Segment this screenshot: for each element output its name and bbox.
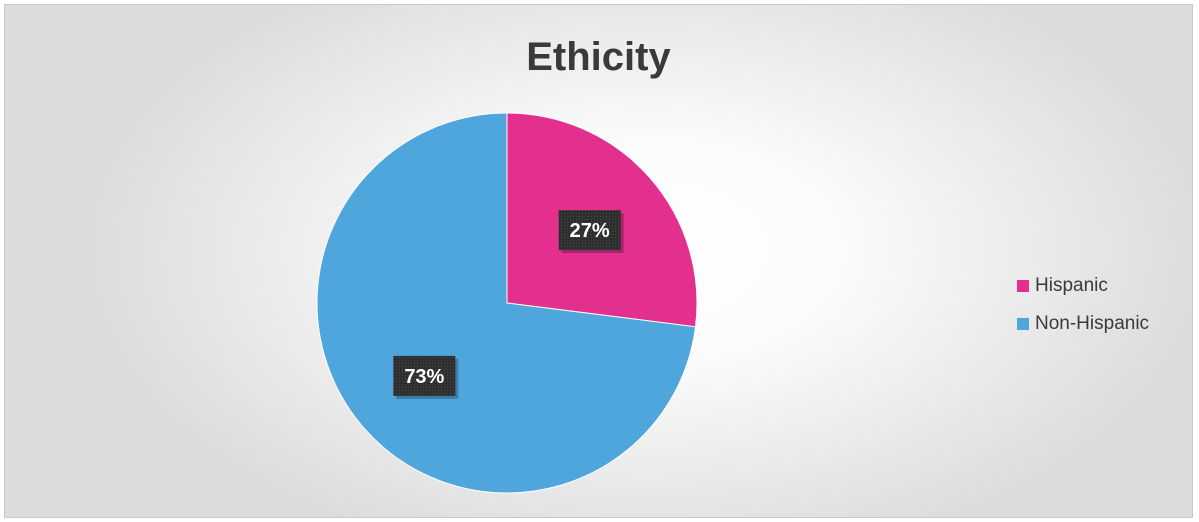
legend-label-hispanic: Hispanic (1035, 275, 1108, 296)
legend-item-non-hispanic: Non-Hispanic (1017, 305, 1187, 343)
legend-item-hispanic: Hispanic (1017, 267, 1187, 305)
legend-label-non-hispanic: Non-Hispanic (1035, 313, 1150, 334)
data-label-non-hispanic: 73% (393, 355, 459, 399)
data-label-text-hispanic: 27% (570, 220, 610, 242)
legend-swatch-hispanic (1017, 280, 1029, 292)
chart-title: Ethicity (526, 35, 671, 79)
pie-slice-non-hispanic (316, 112, 697, 494)
data-label-hispanic: 27% (558, 210, 624, 254)
data-label-text-non-hispanic: 73% (404, 366, 444, 388)
legend: Hispanic Non-Hispanic (1017, 267, 1187, 343)
pie-chart: 27% 73% (316, 112, 698, 494)
chart-area: Ethicity 27% 73% Hispanic Non-Hispanic (4, 4, 1193, 518)
legend-swatch-non-hispanic (1017, 318, 1029, 330)
